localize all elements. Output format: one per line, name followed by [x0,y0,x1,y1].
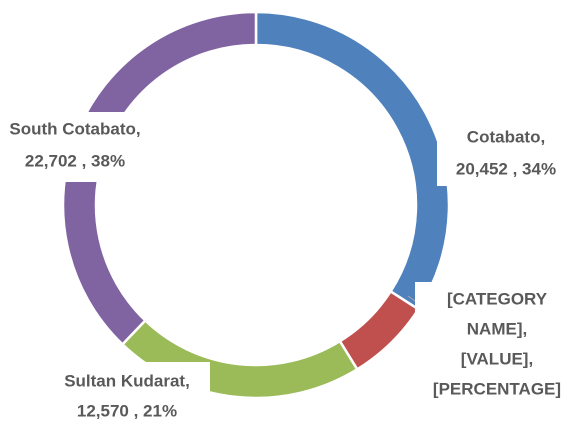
data-label: [CATEGORY [447,289,548,308]
label-box [5,112,145,182]
data-label: 20,452 , 34% [456,159,556,178]
label-box [437,116,575,186]
data-label: South Cotabato, [9,119,140,138]
label-box [45,362,210,425]
data-label: Cotabato, [467,127,545,146]
data-labels: Cotabato, 20,452 , 34% [CATEGORY NAME], [VAL… [5,112,580,425]
donut [61,10,451,400]
data-label: Sultan Kudarat, [64,371,190,390]
label-box [415,282,580,408]
data-label: [VALUE], [461,349,533,368]
donut-slice [61,10,258,347]
data-label: 22,702 , 38% [25,151,125,170]
data-label: NAME], [467,319,527,338]
data-label: 12,570 , 21% [77,401,177,420]
data-label: [PERCENTAGE] [433,379,561,398]
donut-slice [338,289,421,372]
donut-slice [254,10,451,312]
